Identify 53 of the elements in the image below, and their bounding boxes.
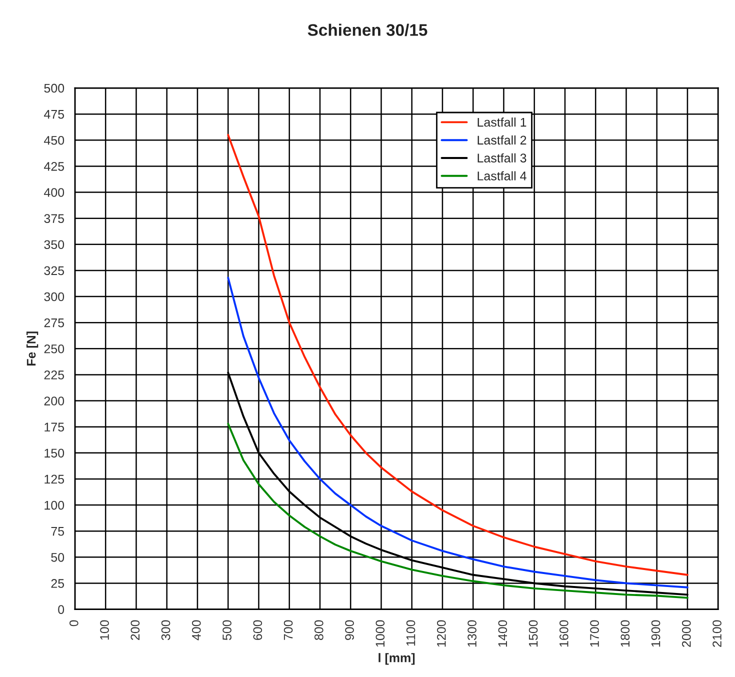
y-tick-label: 50: [51, 552, 64, 562]
y-tick-label: 0: [58, 605, 64, 614]
y-tick-label: 325: [44, 266, 64, 276]
y-tick-label: 450: [44, 136, 64, 145]
x-axis-title: l [mm]: [378, 653, 415, 665]
y-tick-label: 500: [44, 84, 64, 93]
y-tick-label: 275: [44, 318, 64, 328]
y-tick-label: 250: [44, 344, 64, 354]
x-tick-label: 400: [192, 620, 201, 640]
x-tick-label: 900: [345, 620, 354, 640]
legend-label: Lastfall 3: [478, 153, 526, 162]
x-tick-label: 200: [130, 620, 140, 640]
x-tick-label: 2000: [682, 620, 691, 647]
y-tick-label: 175: [44, 422, 64, 432]
x-tick-label: 1500: [528, 620, 538, 647]
y-axis-title: Fe [N]: [26, 332, 38, 366]
y-tick-label: 400: [44, 188, 64, 197]
x-tick-label: 1900: [651, 620, 660, 647]
x-tick-label: 0: [69, 620, 78, 626]
y-tick-label: 150: [44, 448, 64, 458]
line-series: [227, 276, 688, 588]
y-tick-label: 300: [44, 292, 64, 302]
y-tick-label: 200: [44, 396, 64, 406]
y-tick-label: 475: [44, 110, 64, 119]
legend-label: Lastfall 4: [478, 171, 526, 180]
y-tick-label: 375: [44, 214, 64, 223]
y-tick-label: 100: [44, 500, 64, 510]
x-tick-label: 1100: [406, 620, 416, 646]
x-tick-label: 1800: [620, 620, 630, 647]
x-tick-label: 1000: [376, 620, 385, 647]
x-tick-label: 700: [284, 620, 293, 640]
legend-label: Lastfall 1: [478, 118, 526, 127]
y-tick-label: 125: [44, 474, 64, 484]
x-tick-label: 300: [161, 620, 170, 640]
y-tick-label: 225: [44, 370, 64, 380]
y-tick-label: 350: [44, 240, 64, 250]
x-tick-label: 100: [100, 620, 109, 640]
x-tick-label: 500: [222, 620, 232, 640]
x-tick-label: 2100: [712, 620, 722, 647]
x-tick-label: 1200: [436, 620, 446, 647]
x-tick-label: 600: [253, 620, 262, 640]
x-tick-label: 800: [314, 620, 324, 640]
chart-title: Schienen 30/15: [308, 24, 428, 36]
x-tick-label: 1700: [590, 620, 599, 647]
x-tick-label: 1300: [468, 620, 476, 647]
line-series: [227, 422, 688, 599]
y-tick-label: 25: [51, 579, 64, 588]
x-tick-label: 1600: [559, 620, 568, 647]
y-tick-label: 425: [44, 162, 64, 171]
y-tick-label: 75: [51, 527, 64, 536]
x-tick-label: 1400: [498, 620, 508, 647]
line-series: [227, 134, 688, 576]
legend-label: Lastfall 2: [478, 135, 526, 145]
